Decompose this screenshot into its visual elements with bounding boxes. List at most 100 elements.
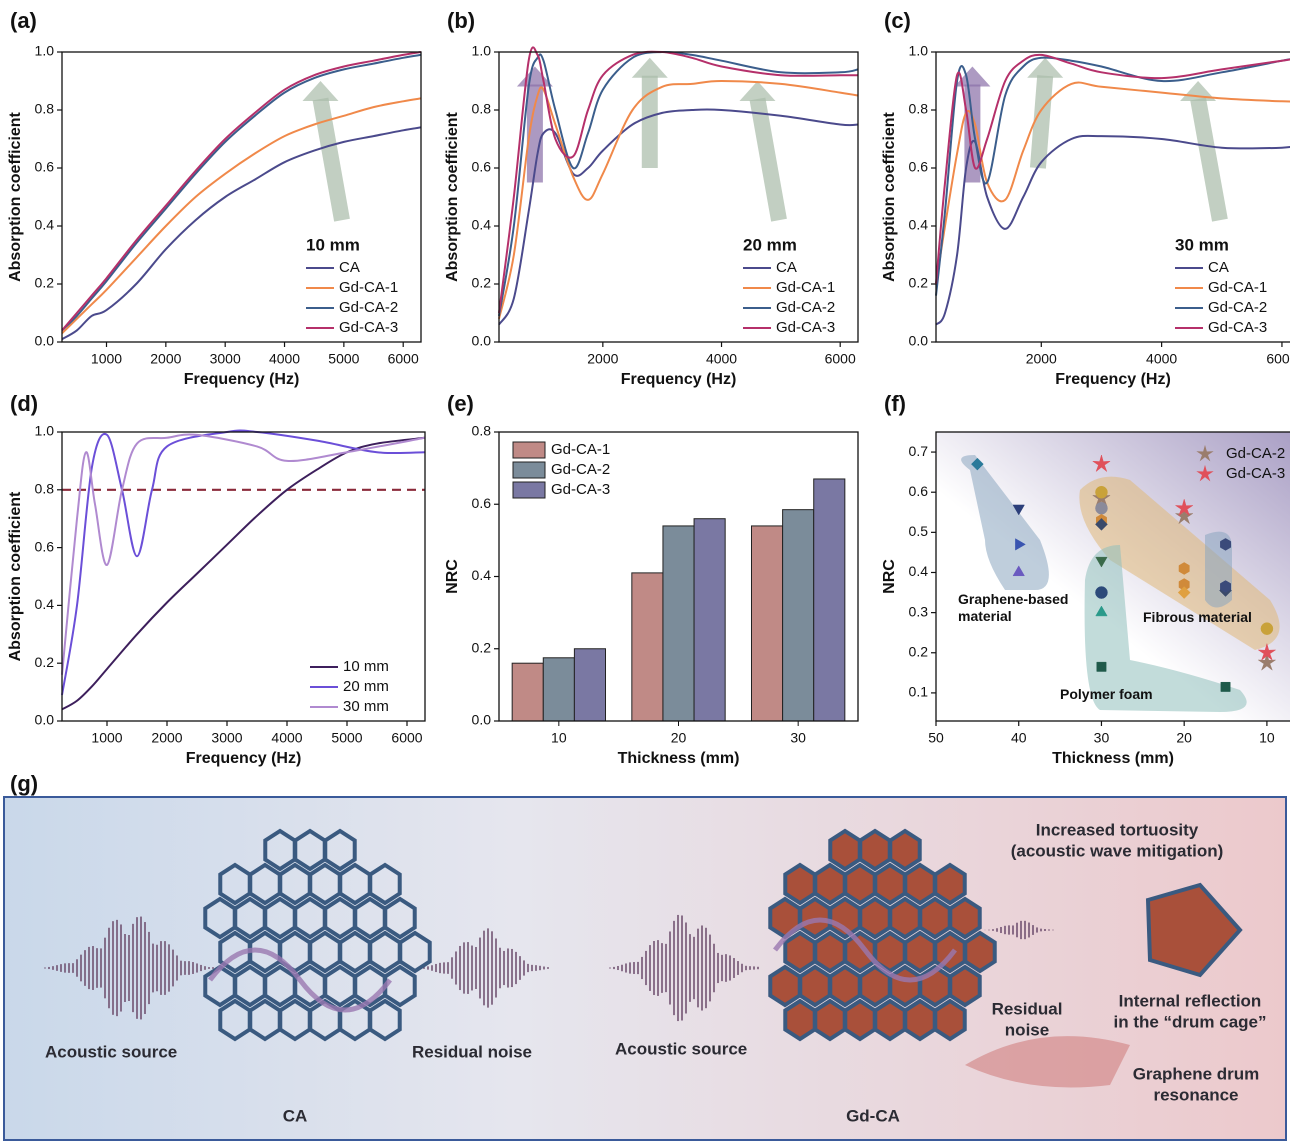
y-tick-label: 0.0 (35, 712, 55, 728)
plot-frame (935, 51, 1290, 343)
line-series (498, 50, 859, 317)
bar (662, 525, 695, 722)
x-axis-title: Frequency (Hz) (621, 371, 737, 388)
diagram-label: Residual noise (412, 1042, 532, 1061)
diagram-label: (acoustic wave mitigation) (1011, 841, 1224, 860)
line-series (935, 56, 1290, 296)
y-tick-label: 1.0 (909, 43, 929, 59)
panel-label: (a) (10, 8, 37, 33)
panel-label: (c) (884, 8, 911, 33)
legend-label: 30 mm (343, 698, 389, 715)
x-tick-label: 20 (1176, 730, 1192, 746)
cell (843, 862, 877, 906)
x-axis-title: Frequency (Hz) (186, 750, 302, 767)
bar (750, 525, 784, 722)
x-tick-label: 3000 (211, 730, 242, 746)
y-tick-label: 1.0 (35, 423, 55, 439)
region (1079, 476, 1280, 650)
cell (948, 896, 982, 940)
y-tick-label: 0.4 (472, 217, 492, 233)
y-axis-title: Absorption coefficient (881, 111, 898, 281)
x-tick-label: 2000 (587, 351, 618, 367)
y-tick-label: 0.4 (35, 596, 55, 612)
diagram-label: resonance (1153, 1085, 1238, 1104)
x-tick-label: 6000 (391, 730, 422, 746)
arrow-head (631, 57, 668, 78)
y-tick-label: 0.4 (909, 563, 929, 579)
y-tick-label: 0.8 (35, 101, 55, 117)
x-tick-label: 5000 (331, 730, 362, 746)
arrow (1029, 75, 1054, 169)
y-tick-label: 0.6 (472, 495, 492, 511)
x-tick-label: 40 (1011, 730, 1027, 746)
scatter-point (1095, 517, 1108, 531)
legend-label: Gd-CA-2 (1226, 445, 1285, 462)
line-series (61, 51, 422, 332)
scatter-point (1220, 580, 1231, 593)
line-series (935, 81, 1290, 285)
cell (783, 862, 817, 906)
scatter-point (1015, 538, 1026, 551)
y-axis-title: Absorption coefficient (7, 111, 24, 281)
x-tick-label: 30 (1094, 730, 1110, 746)
x-tick-label: 50 (928, 730, 944, 746)
cell (933, 862, 967, 906)
y-tick-label: 1.0 (472, 43, 492, 59)
scatter-point (1220, 538, 1231, 551)
legend-label: Gd-CA-1 (1208, 279, 1267, 296)
cell (783, 930, 817, 974)
diagram-label: Increased tortuosity (1036, 820, 1199, 839)
x-tick-label: 10 (551, 730, 567, 746)
line-series (498, 108, 859, 326)
scatter-point (1012, 565, 1025, 577)
legend-title: 30 mm (1175, 235, 1229, 254)
x-tick-label: 6000 (1266, 351, 1290, 367)
cell (873, 862, 907, 906)
y-tick-label: 0.6 (909, 159, 929, 175)
legend-label: Gd-CA-3 (551, 481, 610, 498)
y-tick-label: 0.4 (909, 217, 929, 233)
y-tick-label: 0.1 (909, 684, 929, 700)
x-tick-label: 3000 (210, 351, 241, 367)
y-axis-title: NRC (444, 559, 461, 594)
x-tick-label: 2000 (1026, 351, 1057, 367)
legend-label: Gd-CA-2 (776, 299, 835, 316)
scatter-point (1095, 586, 1108, 599)
x-axis-title: Frequency (Hz) (1055, 371, 1171, 388)
arrow-head (1027, 57, 1064, 78)
cell (903, 930, 937, 974)
bar (542, 657, 575, 722)
cell (903, 862, 937, 906)
x-tick-label: 2000 (151, 730, 182, 746)
line-series (61, 433, 426, 675)
diagram-label: Residual (992, 999, 1063, 1018)
y-tick-label: 0.0 (35, 333, 55, 349)
diagram-label: Graphene drum (1133, 1064, 1260, 1083)
plot-frame (498, 51, 859, 343)
y-tick-label: 0.7 (909, 443, 929, 459)
bar (511, 662, 544, 722)
panel-label: (g) (10, 771, 38, 796)
x-tick-label: 20 (671, 730, 687, 746)
y-tick-label: 0.2 (909, 275, 929, 291)
region (961, 455, 1049, 590)
y-tick-label: 0.0 (472, 333, 492, 349)
diagram-label: Acoustic source (45, 1042, 177, 1061)
panel-label: (f) (884, 391, 906, 416)
line-series (61, 429, 426, 696)
y-axis-title: Absorption coefficient (7, 491, 24, 661)
scatter-point (1220, 681, 1231, 692)
y-axis-title: NRC (881, 559, 898, 594)
y-tick-label: 0.4 (35, 217, 55, 233)
x-tick-label: 4000 (1146, 351, 1177, 367)
arrow-head (739, 81, 776, 101)
x-axis-title: Frequency (Hz) (184, 371, 300, 388)
cell (813, 998, 847, 1042)
y-tick-label: 0.2 (35, 654, 55, 670)
x-tick-label: 1000 (91, 730, 122, 746)
scatter-point (971, 457, 984, 471)
scatter-point (1260, 622, 1274, 635)
cell (933, 998, 967, 1042)
y-tick-label: 0.6 (35, 538, 55, 554)
plot-frame (935, 431, 1290, 722)
